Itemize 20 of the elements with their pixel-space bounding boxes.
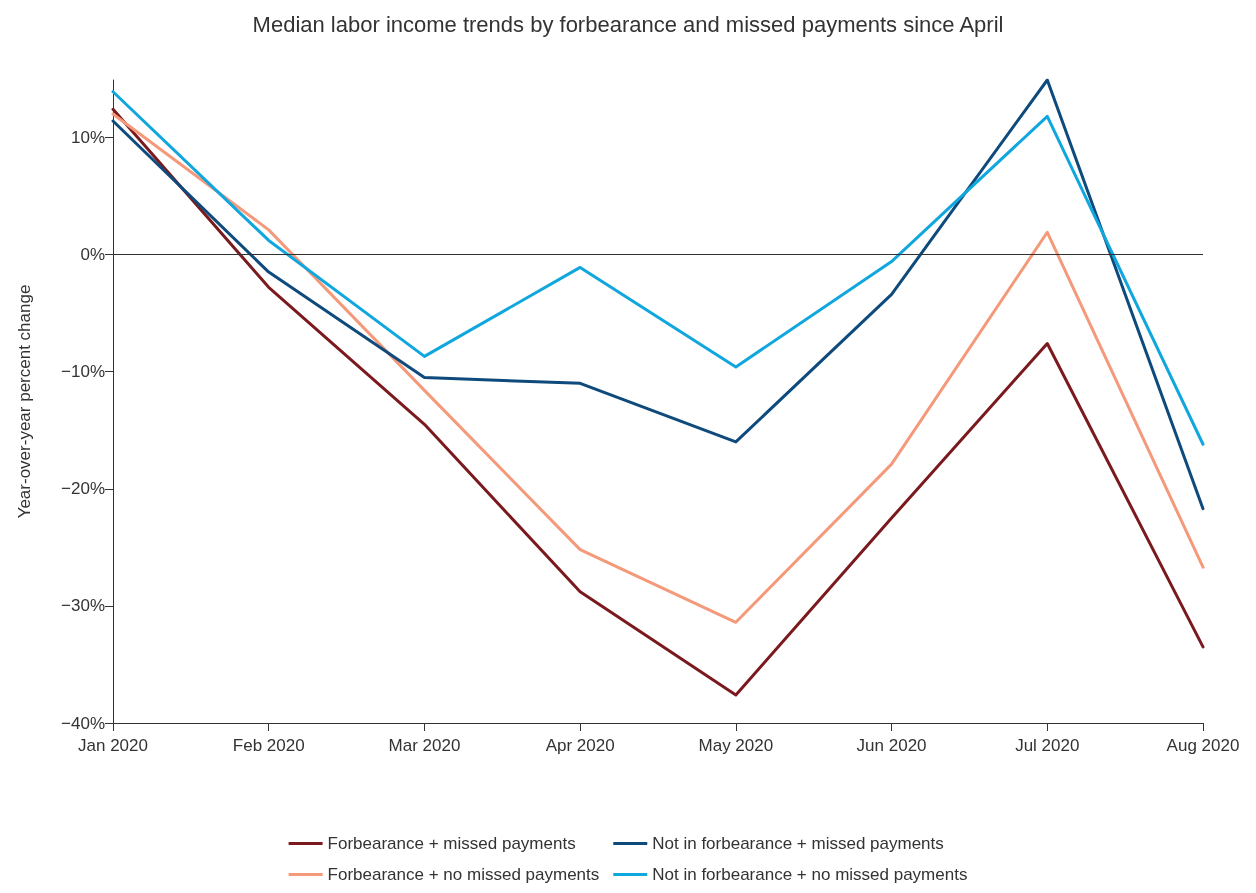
x-tick-label: Jan 2020 bbox=[78, 736, 148, 755]
x-tick-label: Aug 2020 bbox=[1166, 736, 1240, 755]
y-tick-label: 10% bbox=[70, 127, 105, 147]
legend-label: Forbearance + missed payments bbox=[327, 834, 576, 853]
y-tick-label: −30% bbox=[61, 596, 105, 616]
legend-label: Forbearance + no missed payments bbox=[327, 865, 600, 884]
y-axis-title: Year-over-year percent change bbox=[15, 284, 34, 519]
y-tick-label: −10% bbox=[61, 362, 105, 382]
chart-title: Median labor income trends by forbearance and missed payments since April bbox=[252, 11, 1004, 37]
x-tick-label: Feb 2020 bbox=[232, 736, 305, 755]
x-tick-label: Apr 2020 bbox=[545, 736, 615, 755]
legend-label: Not in forbearance + missed payments bbox=[652, 834, 944, 853]
x-tick-label: May 2020 bbox=[698, 736, 774, 755]
x-tick-label: Mar 2020 bbox=[388, 736, 461, 755]
y-tick-label: −40% bbox=[61, 713, 105, 733]
x-tick-label: Jul 2020 bbox=[1015, 736, 1080, 755]
y-tick-label: −20% bbox=[61, 479, 105, 499]
x-tick-label: Jun 2020 bbox=[856, 736, 927, 755]
y-tick-label: 0% bbox=[80, 245, 105, 265]
legend-label: Not in forbearance + no missed payments bbox=[652, 865, 968, 884]
